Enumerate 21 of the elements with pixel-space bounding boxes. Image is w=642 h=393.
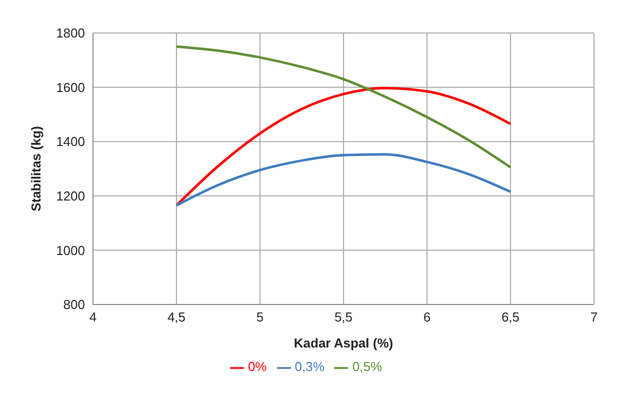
line-series [175,86,512,207]
legend-label: 0,5% [352,359,382,374]
line-series [175,153,512,207]
y-tick-label: 1000 [56,242,85,258]
y-tick-label: 1400 [56,134,85,150]
y-axis-title: Stabilitas (kg) [28,126,44,212]
y-tick-label: 1600 [56,80,85,95]
y-tick-label: 1200 [56,188,85,204]
y-tick-label: 800 [63,297,85,312]
legend-label: 0,3% [294,359,324,374]
x-tick-label: 6 [423,310,431,325]
x-tick-label: 4,5 [167,310,186,325]
y-tick-label: 1800 [56,26,85,41]
x-tick-label: 5,5 [334,310,353,325]
x-tick-label: 5 [256,310,264,325]
line-series [175,45,512,169]
x-axis-title: Kadar Aspal (%) [294,335,394,350]
legend-label: 0% [248,359,267,374]
x-tick-label: 4 [89,310,97,325]
x-tick-label: 6,5 [501,310,520,325]
x-tick-label: 7 [590,310,598,325]
